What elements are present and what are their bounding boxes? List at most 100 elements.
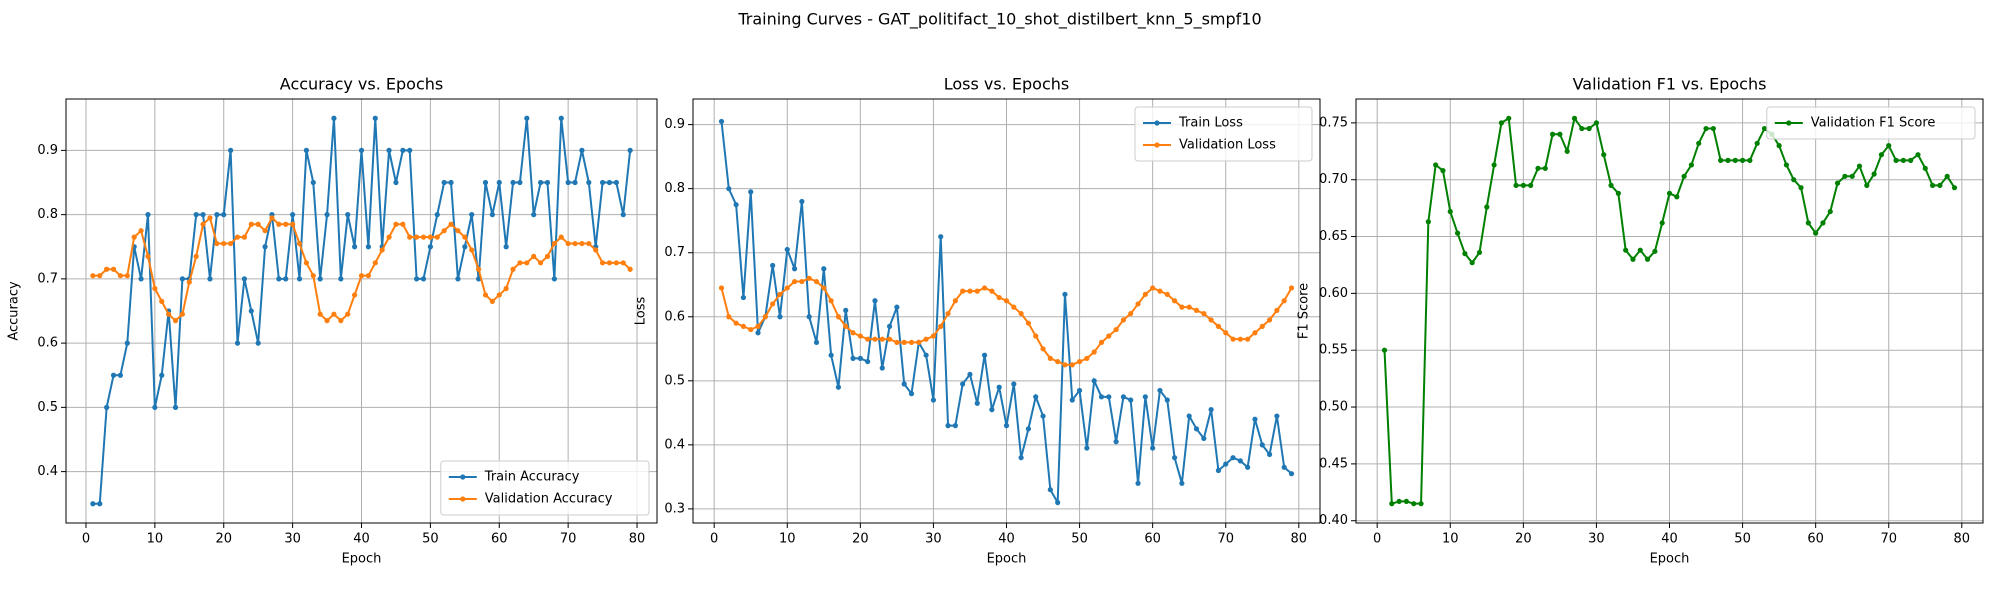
point [835,314,842,320]
point [104,404,110,410]
point [448,221,454,227]
point [938,323,944,329]
point [1593,120,1600,126]
point [1084,445,1090,451]
point [1849,173,1855,179]
y-tick-label: 0.70 [1319,172,1348,187]
point [1201,435,1207,442]
point [248,221,254,227]
point [283,276,289,282]
point [718,118,725,125]
point [290,221,296,227]
point [365,273,371,279]
point [930,333,937,339]
point [179,276,186,282]
point [455,228,461,234]
point [269,215,275,221]
point [303,147,309,153]
point [791,266,798,272]
point [923,336,929,342]
point [1186,304,1192,310]
point [586,240,592,247]
point [1834,180,1841,186]
x-tick-label: 20 [215,532,232,547]
axes-title: Accuracy vs. Epochs [280,75,443,94]
point [894,339,900,345]
point [981,352,988,358]
point [159,298,165,304]
point [228,147,234,153]
point [1179,304,1185,310]
point [1215,323,1222,329]
point [1608,182,1614,188]
point [1754,140,1760,146]
point [551,240,557,247]
point [386,147,392,153]
point [1033,394,1039,400]
point [338,276,344,282]
point [317,311,323,317]
point [248,308,254,314]
x-tick-label: 40 [998,532,1015,547]
x-tick-label: 0 [1373,532,1381,547]
y-tick-label: 0.5 [664,373,685,388]
point [748,189,754,195]
point [1281,464,1287,470]
point [1878,152,1885,158]
point [1425,219,1431,225]
point [1944,173,1950,179]
point [1710,125,1716,132]
point [1871,171,1877,177]
x-tick-label: 80 [1291,532,1308,547]
point [806,314,812,320]
point [110,372,117,378]
point [1113,326,1119,333]
point [1688,162,1695,168]
point [558,234,564,240]
point [324,212,330,218]
point [1440,168,1446,174]
point [365,244,371,250]
point [1106,394,1112,400]
x-tick-label: 30 [284,532,301,547]
point [1252,416,1258,422]
point [1091,378,1097,384]
point [989,407,995,413]
point [166,311,172,317]
point [1047,487,1053,493]
point [414,234,420,240]
point [1652,248,1658,254]
point [1150,445,1156,451]
point [324,318,330,324]
y-tick-label: 0.3 [664,501,685,516]
y-axis-label: F1 Score [1297,283,1312,339]
x-tick-label: 0 [710,532,718,547]
point [1025,320,1032,326]
point [748,326,754,333]
point [572,240,578,247]
point [296,276,303,282]
legend-label: Train Accuracy [484,470,580,485]
point [138,228,144,234]
point [434,234,440,240]
point [352,244,358,250]
point [90,273,96,279]
point [1266,317,1273,323]
point [1076,387,1083,394]
axes: Accuracy vs. Epochs Epoch Accuracy 0 10 20 30 4… [7,75,658,567]
legend-marker [460,474,466,480]
point [503,285,509,292]
point [255,340,261,346]
point [1003,298,1010,304]
point [1929,182,1936,188]
point [1528,182,1534,188]
point [1055,358,1061,365]
point [784,246,790,253]
point [996,384,1002,390]
point [1223,461,1229,467]
point [1549,131,1556,137]
point [879,336,885,342]
point [352,292,358,298]
point [496,292,502,298]
point [1157,288,1163,294]
